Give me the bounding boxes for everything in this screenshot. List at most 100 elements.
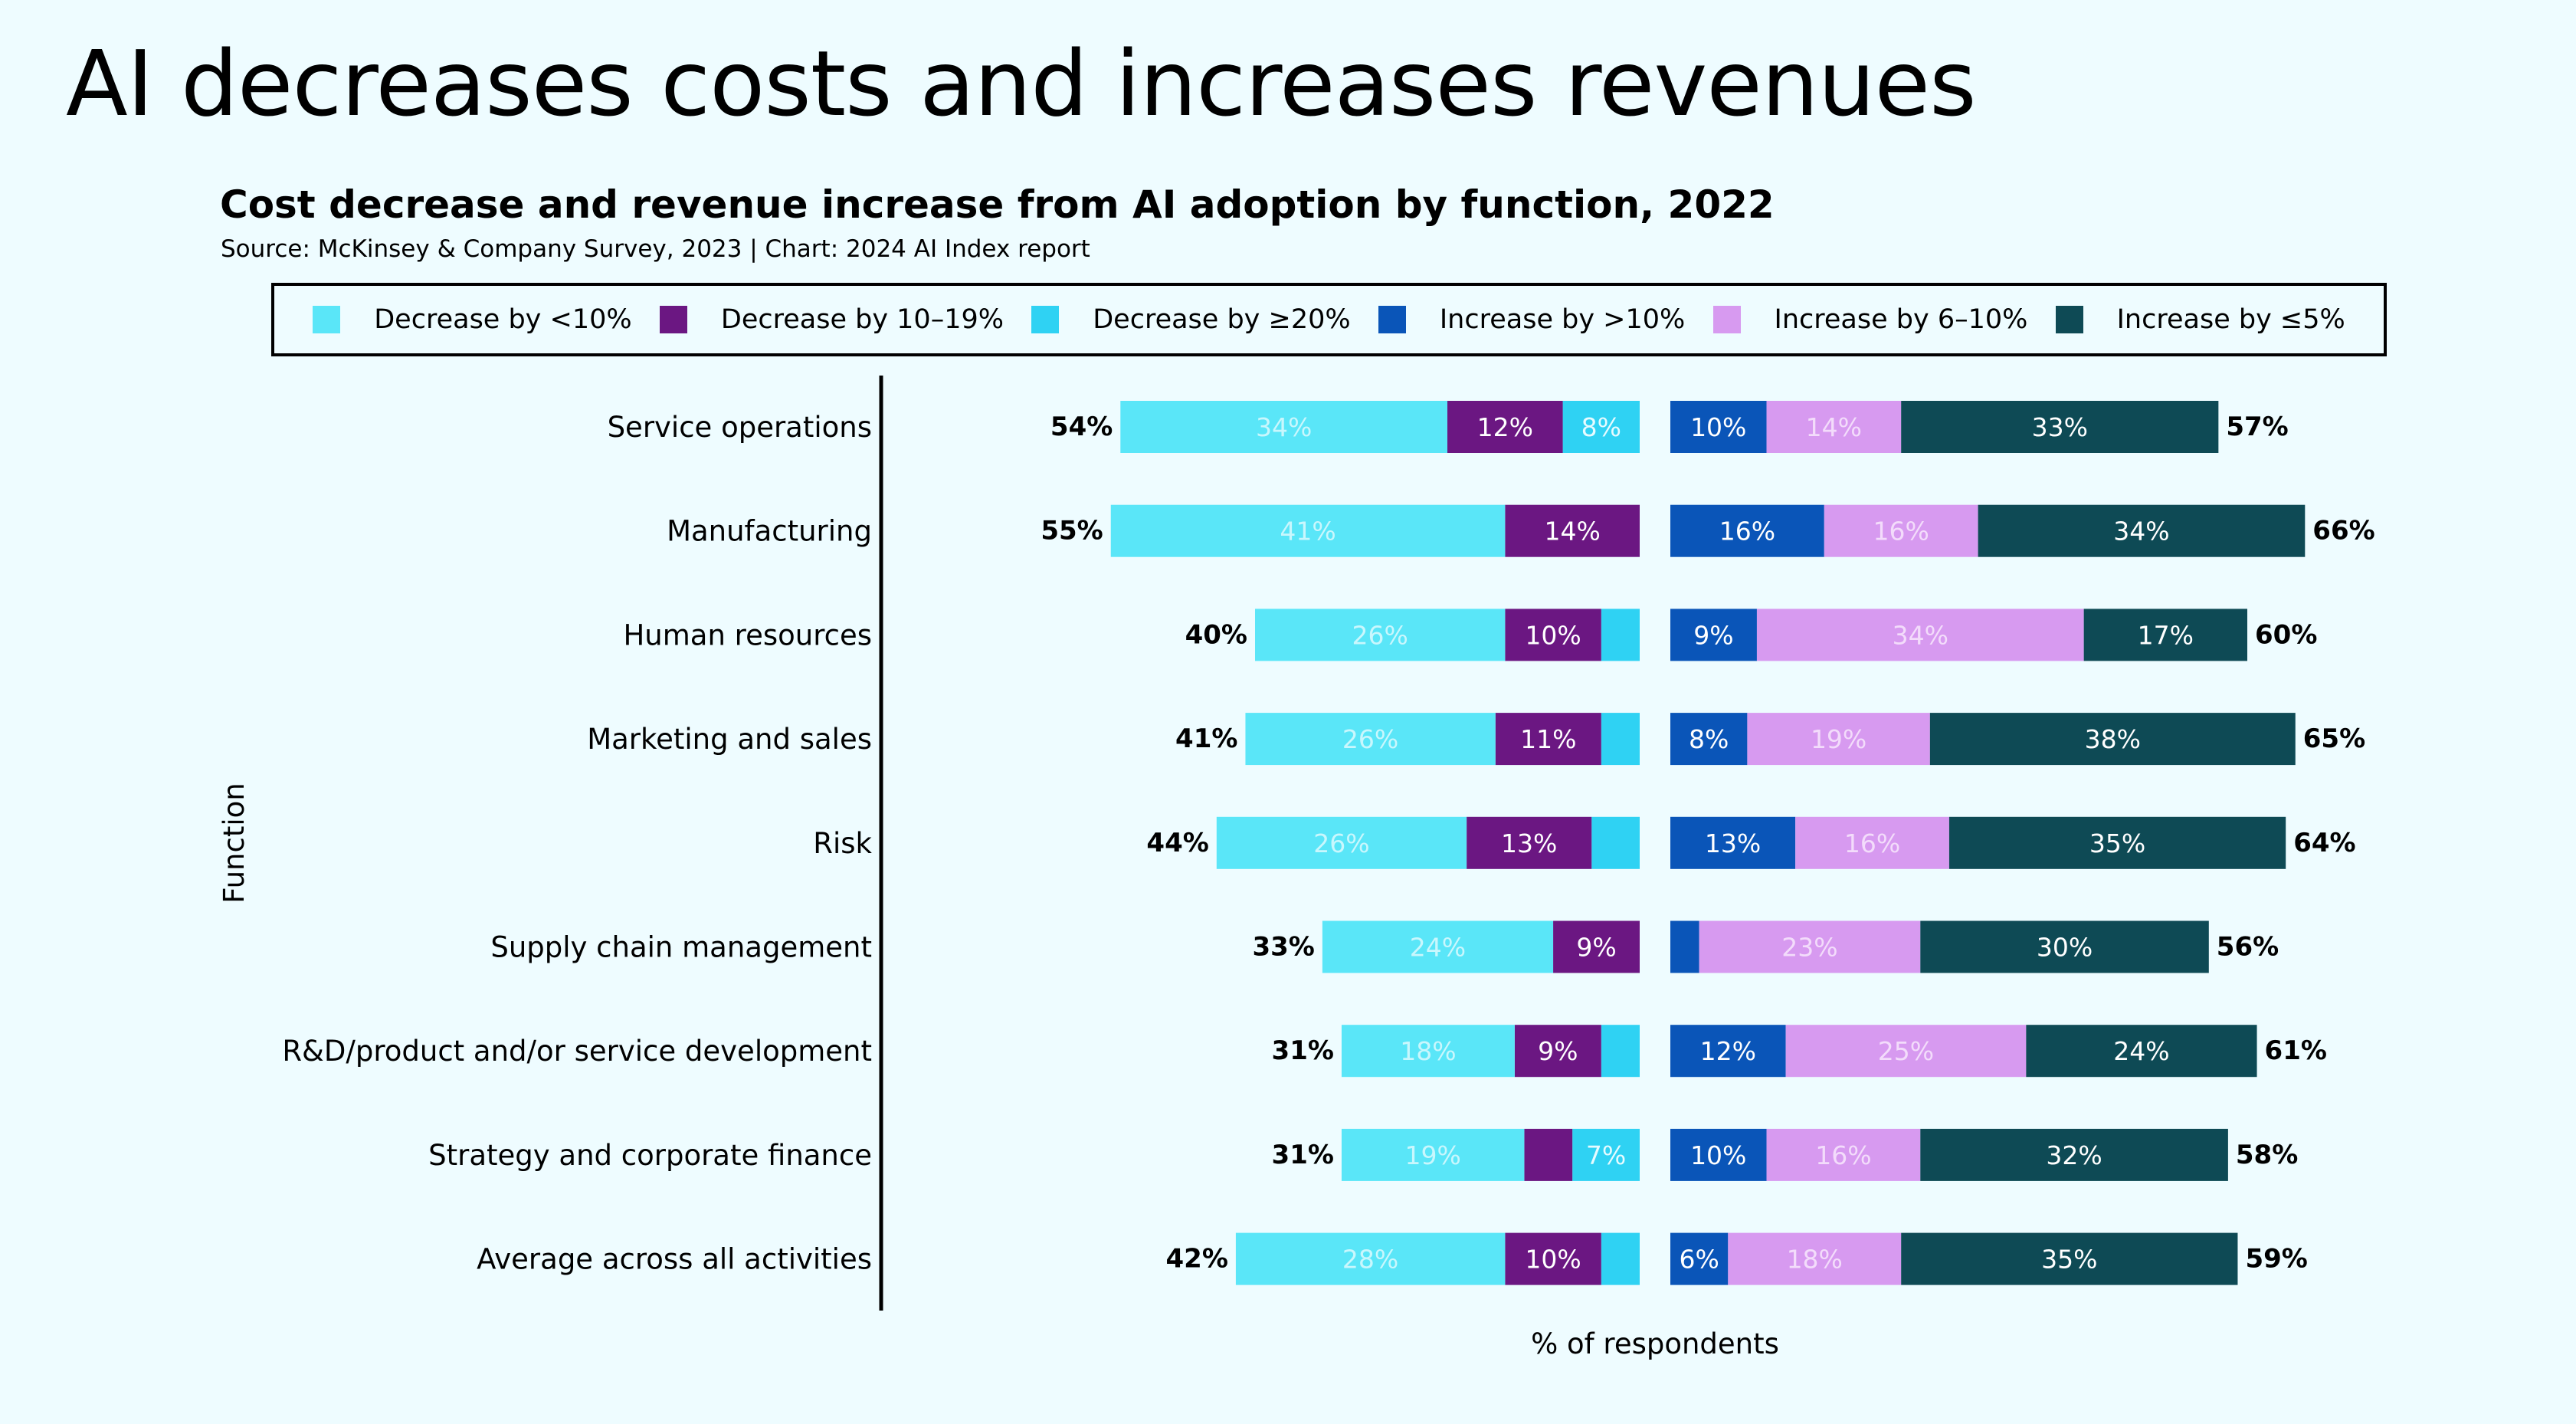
bar-value-label: 38% <box>2085 724 2141 754</box>
cost-total-label: 54% <box>1050 412 1113 442</box>
bar-value-label: 19% <box>1811 724 1866 754</box>
bar-segment-cost <box>1322 920 1554 973</box>
bar-segment-cost <box>1495 713 1601 766</box>
bar-value-label: 8% <box>1689 724 1729 754</box>
bar-value-label: 10% <box>1525 620 1581 650</box>
bar-segment-revenue <box>2083 609 2247 661</box>
bar-value-label: 16% <box>1873 517 1929 546</box>
bar-segment-cost <box>1505 1232 1601 1285</box>
bar-value-label: 41% <box>1280 517 1336 546</box>
bar-segment-cost <box>1341 1025 1515 1078</box>
bar-value-label: 23% <box>1781 933 1837 963</box>
bar-segment-cost <box>1255 609 1506 661</box>
cost-total-label: 41% <box>1175 723 1237 754</box>
category-label: Manufacturing <box>667 515 872 548</box>
bar-value-label: 9% <box>1576 933 1616 963</box>
bar-value-label: 24% <box>2113 1036 2169 1066</box>
category-label: Supply chain management <box>490 931 872 964</box>
category-label: Average across all activities <box>477 1243 872 1276</box>
bar-segment-revenue <box>1670 1232 1729 1285</box>
bar-segment-cost <box>1591 816 1640 869</box>
bar-segment-revenue <box>1978 504 2306 557</box>
bar-value-label: 35% <box>2089 828 2145 858</box>
bar-segment-revenue <box>1824 504 1978 557</box>
bar-segment-revenue <box>1699 920 1921 973</box>
bar-value-label: 35% <box>2041 1245 2097 1275</box>
bar-value-label: 14% <box>1806 412 1862 442</box>
bar-segment-revenue <box>1670 713 1748 766</box>
revenue-total-label: 58% <box>2236 1140 2298 1170</box>
bar-segment-revenue <box>1747 713 1930 766</box>
bar-segment-cost <box>1562 401 1640 453</box>
revenue-total-label: 60% <box>2255 619 2317 650</box>
bar-value-label: 9% <box>1538 1036 1578 1066</box>
bar-value-label: 28% <box>1342 1245 1398 1275</box>
legend-swatch <box>1031 306 1060 333</box>
bar-value-label: 8% <box>1581 412 1621 442</box>
legend-item-increase-6-10: Increase by 6–10% <box>1712 304 2027 335</box>
bar-value-label: 25% <box>1878 1036 1934 1066</box>
cost-total-label: 42% <box>1166 1244 1228 1275</box>
bar-value-label: 10% <box>1525 1245 1581 1275</box>
bar-segment-cost <box>1216 816 1467 869</box>
bar-value-label: 13% <box>1705 828 1761 858</box>
bar-value-label: 18% <box>1400 1036 1456 1066</box>
revenue-total-label: 64% <box>2293 828 2355 858</box>
bar-value-label: 24% <box>1410 933 1466 963</box>
bar-segment-revenue <box>1901 1232 2238 1285</box>
bar-segment-revenue <box>1670 401 1767 453</box>
bar-segment-revenue <box>1766 1128 1921 1181</box>
bar-segment-revenue <box>1785 1025 2027 1078</box>
bar-value-label: 34% <box>1256 412 1312 442</box>
bar-value-label: 34% <box>1893 620 1948 650</box>
bar-segment-cost <box>1514 1025 1601 1078</box>
bar-segment-revenue <box>1901 401 2219 453</box>
bar-value-label: 12% <box>1700 1036 1756 1066</box>
category-label: Strategy and corporate finance <box>428 1139 872 1172</box>
legend-label: Decrease by ≥20% <box>1093 304 1351 335</box>
chart-source: Source: McKinsey & Company Survey, 2023 … <box>221 235 1090 263</box>
bar-value-label: 6% <box>1679 1245 1719 1275</box>
cost-total-label: 44% <box>1146 828 1208 858</box>
legend-swatch <box>659 306 687 333</box>
revenue-total-label: 57% <box>2226 412 2288 442</box>
bar-segment-revenue <box>1756 609 2084 661</box>
cost-total-label: 31% <box>1272 1140 1334 1170</box>
legend-label: Decrease by 10–19% <box>720 304 1004 335</box>
bar-segment-revenue <box>1670 920 1699 973</box>
bar-segment-revenue <box>2026 1025 2257 1078</box>
bar-segment-cost <box>1235 1232 1506 1285</box>
bar-value-label: 32% <box>2046 1140 2102 1170</box>
bar-value-label: 16% <box>1844 828 1900 858</box>
category-label: Risk <box>813 827 872 860</box>
bar-value-label: 10% <box>1690 1140 1746 1170</box>
y-axis-title: Function <box>218 783 251 903</box>
bar-segment-revenue <box>1920 920 2209 973</box>
bar-value-label: 19% <box>1404 1140 1460 1170</box>
cost-total-label: 55% <box>1041 516 1103 546</box>
bar-segment-cost <box>1601 1232 1640 1285</box>
category-label: R&D/product and/or service development <box>282 1035 872 1068</box>
legend-swatch <box>313 306 341 333</box>
bar-segment-revenue <box>1670 504 1824 557</box>
slide-title: AI decreases costs and increases revenue… <box>66 31 1977 136</box>
category-label: Marketing and sales <box>587 723 872 756</box>
bar-segment-revenue <box>1670 609 1757 661</box>
bar-segment-revenue <box>1948 816 2286 869</box>
bar-segment-cost <box>1467 816 1592 869</box>
bar-segment-revenue <box>1795 816 1949 869</box>
bar-value-label: 30% <box>2037 933 2093 963</box>
bar-segment-revenue <box>1766 401 1902 453</box>
bar-value-label: 18% <box>1787 1245 1843 1275</box>
revenue-total-label: 66% <box>2312 516 2374 546</box>
bar-value-label: 11% <box>1520 724 1576 754</box>
bar-value-label: 14% <box>1544 517 1600 546</box>
legend-label: Increase by >10% <box>1439 304 1686 335</box>
bar-segment-cost <box>1505 504 1640 557</box>
legend-item-increase-le5: Increase by ≤5% <box>2055 304 2345 335</box>
chart-title: Cost decrease and revenue increase from … <box>220 182 1775 227</box>
legend-swatch <box>1378 306 1406 333</box>
revenue-total-label: 61% <box>2265 1035 2327 1066</box>
legend-label: Increase by ≤5% <box>2116 304 2345 335</box>
